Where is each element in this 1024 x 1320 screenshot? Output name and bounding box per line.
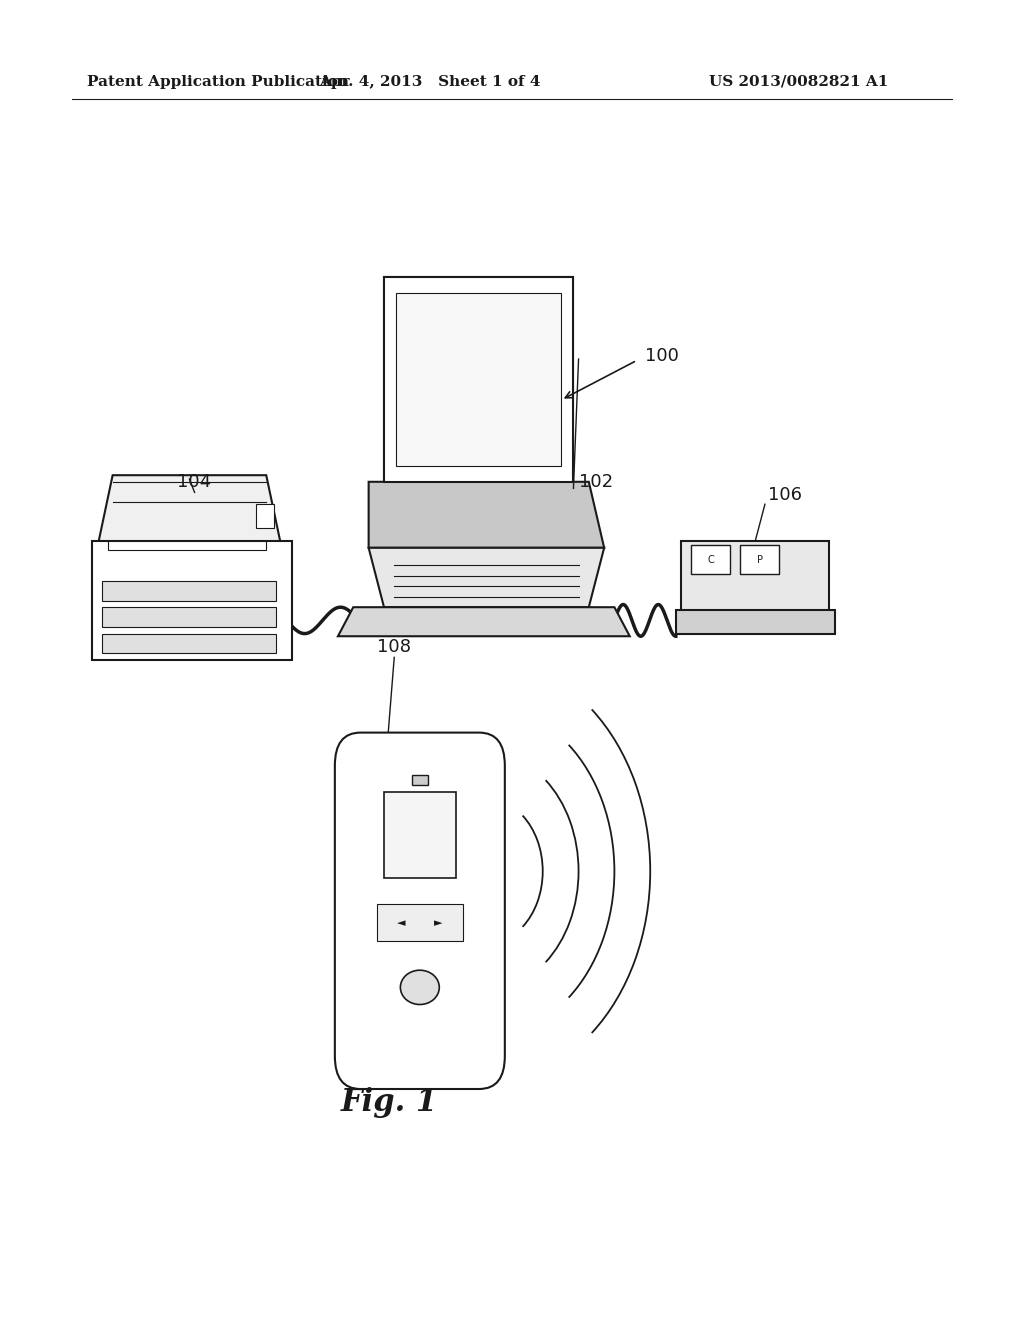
- Text: 104: 104: [177, 473, 212, 491]
- Text: 102: 102: [579, 473, 612, 491]
- Text: 108: 108: [377, 638, 412, 656]
- FancyBboxPatch shape: [384, 277, 573, 482]
- FancyBboxPatch shape: [396, 293, 561, 466]
- FancyBboxPatch shape: [691, 545, 730, 574]
- Ellipse shape: [400, 970, 439, 1005]
- FancyBboxPatch shape: [384, 792, 456, 878]
- FancyBboxPatch shape: [384, 277, 573, 482]
- FancyBboxPatch shape: [102, 607, 276, 627]
- Text: US 2013/0082821 A1: US 2013/0082821 A1: [709, 75, 889, 88]
- FancyBboxPatch shape: [681, 541, 829, 614]
- Text: Apr. 4, 2013   Sheet 1 of 4: Apr. 4, 2013 Sheet 1 of 4: [319, 75, 541, 88]
- FancyBboxPatch shape: [740, 545, 779, 574]
- Text: C: C: [708, 554, 714, 565]
- FancyBboxPatch shape: [102, 581, 276, 601]
- Text: 100: 100: [645, 347, 679, 366]
- Text: P: P: [757, 554, 763, 565]
- FancyBboxPatch shape: [676, 610, 835, 634]
- Polygon shape: [338, 607, 630, 636]
- Polygon shape: [369, 482, 604, 548]
- Text: ►: ►: [434, 917, 442, 928]
- FancyBboxPatch shape: [108, 541, 266, 550]
- FancyBboxPatch shape: [412, 775, 428, 785]
- FancyBboxPatch shape: [335, 733, 505, 1089]
- FancyBboxPatch shape: [102, 634, 276, 653]
- FancyBboxPatch shape: [92, 541, 292, 660]
- Text: Patent Application Publication: Patent Application Publication: [87, 75, 349, 88]
- FancyBboxPatch shape: [256, 504, 274, 528]
- Text: 106: 106: [768, 486, 802, 504]
- FancyBboxPatch shape: [377, 904, 463, 941]
- Polygon shape: [97, 475, 282, 548]
- FancyBboxPatch shape: [396, 293, 561, 466]
- Text: ◄: ◄: [397, 917, 406, 928]
- Text: Fig. 1: Fig. 1: [341, 1086, 437, 1118]
- Polygon shape: [369, 548, 604, 607]
